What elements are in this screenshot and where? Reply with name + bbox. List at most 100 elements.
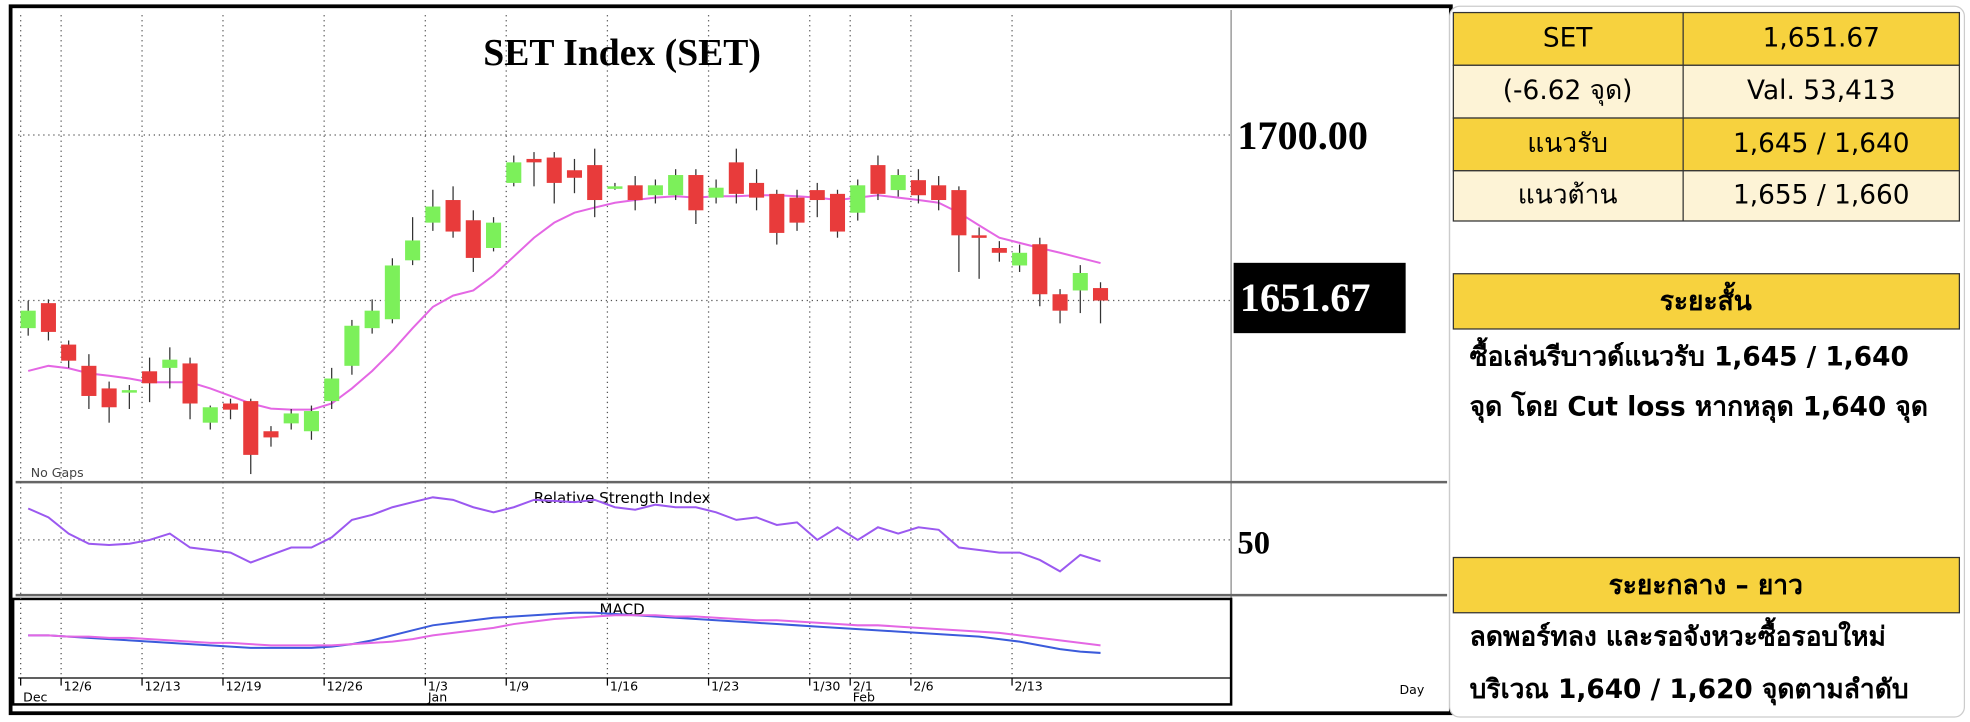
month-label: Dec xyxy=(23,690,47,705)
x-tick-label: 2/13 xyxy=(1015,678,1043,693)
x-tick-label: 12/13 xyxy=(145,678,181,693)
paragraph-line: ซื้อเล่นรีบาวด์แนวรับ 1,645 / 1,640 xyxy=(1470,336,1909,372)
month-label: Feb xyxy=(853,690,875,705)
candle-body xyxy=(283,413,299,424)
y-tick-label: 1700.00 xyxy=(1237,113,1368,158)
candle-body xyxy=(627,185,643,201)
month-label: Jan xyxy=(427,690,447,705)
x-tick-label: 1/16 xyxy=(610,678,638,693)
candle-body xyxy=(445,200,461,232)
x-tick-label: 1/9 xyxy=(509,678,529,693)
x-tick-label: 12/26 xyxy=(327,678,363,693)
candle-body xyxy=(587,165,603,201)
table-cell: (-6.62 จุด) xyxy=(1503,76,1633,106)
candle-body xyxy=(769,193,785,233)
candle-body xyxy=(364,310,380,329)
candle-body xyxy=(931,185,947,201)
candle-body xyxy=(647,185,663,196)
candle-body xyxy=(1052,294,1068,311)
candle-body xyxy=(20,310,36,329)
candle-body xyxy=(829,193,846,232)
table-cell: SET xyxy=(1543,23,1593,53)
chart-title: SET Index (SET) xyxy=(483,32,761,74)
last-price-label: 1651.67 xyxy=(1240,275,1371,320)
section-title: ระยะสั้น xyxy=(1660,281,1752,317)
candle-body xyxy=(708,187,724,198)
candle-body xyxy=(971,235,987,238)
candle-body xyxy=(243,401,259,455)
candle-body xyxy=(910,180,926,196)
y-tick-label: 50 xyxy=(1237,526,1270,562)
candle-body xyxy=(324,378,340,402)
candle-body xyxy=(668,175,684,196)
table-cell: Val. 53,413 xyxy=(1747,76,1895,106)
note: No Gaps xyxy=(31,465,84,480)
candle-body xyxy=(1072,272,1088,291)
table-row xyxy=(1452,11,1961,66)
summary-table: SET 1,651.67 (-6.62 จุด) Val. 53,413 แนว… xyxy=(1452,11,1961,222)
table-cell: 1,651.67 xyxy=(1763,23,1880,53)
candle-body xyxy=(890,175,906,191)
x-tick-label: 2/6 xyxy=(913,678,933,693)
candle-body xyxy=(566,170,583,178)
candle-body xyxy=(526,158,542,163)
candle-body xyxy=(142,371,158,384)
table-cell: 1,655 / 1,660 xyxy=(1733,180,1910,210)
paragraph-line: ลดพอร์ทลง และรอจังหวะซื้อรอบใหม่ xyxy=(1470,616,1886,652)
table-cell: แนวต้าน xyxy=(1518,180,1618,210)
paragraph-line: บริเวณ 1,640 / 1,620 จุดตามลำดับ xyxy=(1470,675,1909,706)
candle-body xyxy=(202,407,218,423)
x-tick-label: 1/23 xyxy=(711,678,739,693)
table-row xyxy=(1452,64,1961,119)
candle-body xyxy=(222,403,239,410)
x-tick-label: 1/30 xyxy=(812,678,840,693)
candle-body xyxy=(1032,244,1048,295)
candle-body xyxy=(465,220,481,258)
candle-body xyxy=(182,363,198,404)
candle-body xyxy=(425,206,441,223)
candle-body xyxy=(951,190,967,236)
line-series xyxy=(28,614,1101,647)
candle-body xyxy=(162,359,178,368)
x-tick-label: 2/1 xyxy=(853,678,873,693)
candle-body xyxy=(991,247,1007,253)
candle-body xyxy=(809,190,825,201)
candle-body xyxy=(749,182,765,198)
candle-body xyxy=(789,197,805,223)
x-tick-label: 12/19 xyxy=(225,678,261,693)
candle-body xyxy=(850,185,866,213)
candle-body xyxy=(101,388,117,408)
x-tick-label: 12/6 xyxy=(64,678,92,693)
last-price-box xyxy=(1233,262,1406,334)
x-axis-label: Day xyxy=(1400,682,1425,697)
candle-body xyxy=(405,240,421,261)
table-cell: 1,645 / 1,640 xyxy=(1733,129,1910,159)
candle-body xyxy=(263,431,279,438)
section-header xyxy=(1452,273,1961,330)
candle-body xyxy=(344,325,360,366)
candle-body xyxy=(121,390,137,393)
panel-title: Relative Strength Index xyxy=(534,489,711,507)
candle-body xyxy=(486,222,502,248)
candle-body xyxy=(1012,252,1028,266)
chart-frame xyxy=(8,4,1453,716)
candle-body xyxy=(607,186,623,189)
candle-body xyxy=(384,265,400,320)
section-header xyxy=(1452,556,1961,614)
table-row xyxy=(1452,117,1961,172)
macd-frame xyxy=(11,597,1233,706)
candle-body xyxy=(40,303,56,332)
candle-body xyxy=(81,365,97,396)
paragraph-line: จุด โดย Cut loss หากหลุด 1,640 จุด xyxy=(1470,391,1928,424)
candle-body xyxy=(546,157,562,183)
table-cell: แนวรับ xyxy=(1527,129,1608,159)
plot: 12/6 12/13 12/19 12/26 1/3 1/9 1/16 1/23 1/30 2/1… xyxy=(18,15,1406,705)
candle-body xyxy=(870,165,886,194)
line-series xyxy=(27,194,1101,411)
candle-body xyxy=(1092,288,1109,301)
line-series xyxy=(28,611,1101,654)
section-title: ระยะกลาง – ยาว xyxy=(1609,571,1803,601)
table-row xyxy=(1452,170,1961,222)
